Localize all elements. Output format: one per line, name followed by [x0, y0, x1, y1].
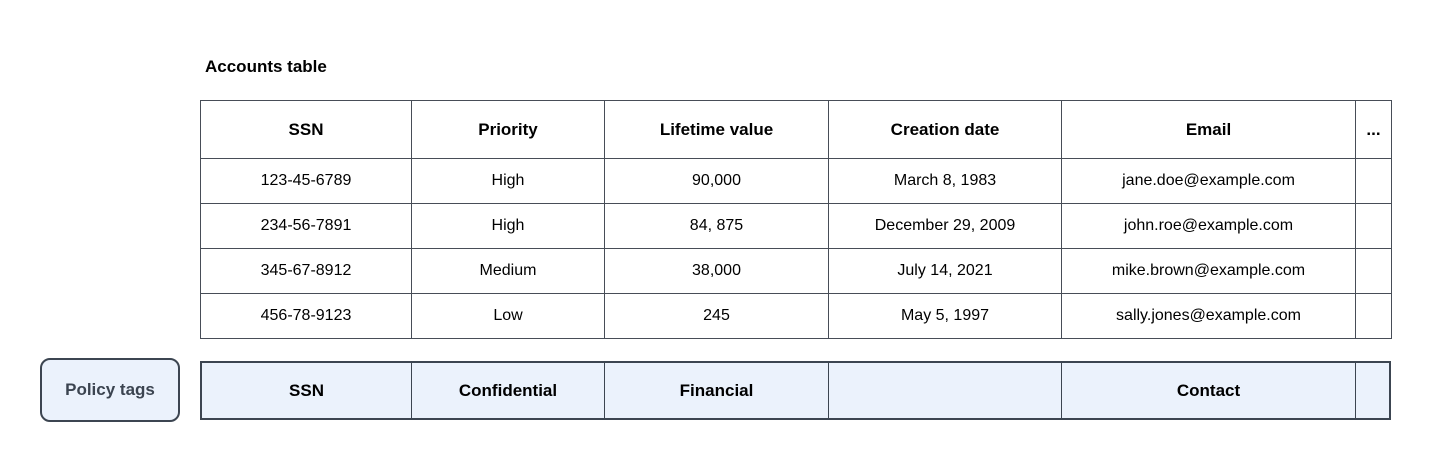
accounts-table: SSN Priority Lifetime value Creation date Em…: [200, 100, 1392, 339]
table-cell: jane.doe@example.com: [1061, 158, 1356, 204]
table-cell: 38,000: [604, 248, 829, 294]
table-body: 123-45-6789 High 90,000 March 8, 1983 jane.d…: [200, 158, 1392, 339]
policy-tags-button[interactable]: Policy tags: [40, 358, 180, 422]
policy-tags-button-label: Policy tags: [65, 380, 155, 399]
table-title: Accounts table: [205, 57, 327, 76]
table-cell: john.roe@example.com: [1061, 203, 1356, 249]
table-cell: High: [411, 203, 605, 249]
table-row: 345-67-8912 Medium 38,000 July 14, 2021 mike…: [200, 248, 1392, 294]
table-cell: [1355, 248, 1392, 294]
table-cell: 245: [604, 293, 829, 339]
table-cell: 345-67-8912: [200, 248, 412, 294]
table-cell: mike.brown@example.com: [1061, 248, 1356, 294]
table-cell: High: [411, 158, 605, 204]
table-cell: March 8, 1983: [828, 158, 1062, 204]
column-header: ...: [1355, 100, 1392, 159]
table-row: 456-78-9123 Low 245 May 5, 1997 sally.jones@…: [200, 293, 1392, 339]
header-row: SSN Priority Lifetime value Creation date Em…: [200, 100, 1392, 159]
table-cell: July 14, 2021: [828, 248, 1062, 294]
column-header: Creation date: [828, 100, 1062, 159]
table-cell: sally.jones@example.com: [1061, 293, 1356, 339]
policy-tag-cell: Financial: [605, 363, 829, 418]
policy-tag-cell: Contact: [1062, 363, 1356, 418]
table-cell: [1355, 203, 1392, 249]
column-header: Priority: [411, 100, 605, 159]
policy-tag-cell: Confidential: [412, 363, 605, 418]
policy-tag-cell: [829, 363, 1062, 418]
table-cell: 90,000: [604, 158, 829, 204]
table-cell: December 29, 2009: [828, 203, 1062, 249]
table-row: 123-45-6789 High 90,000 March 8, 1983 jane.d…: [200, 158, 1392, 204]
table-cell: Medium: [411, 248, 605, 294]
column-header: Lifetime value: [604, 100, 829, 159]
table-cell: 456-78-9123: [200, 293, 412, 339]
table-cell: [1355, 293, 1392, 339]
column-header: Email: [1061, 100, 1356, 159]
table-row: 234-56-7891 High 84, 875 December 29, 2009 j…: [200, 203, 1392, 249]
table-cell: May 5, 1997: [828, 293, 1062, 339]
table-cell: [1355, 158, 1392, 204]
policy-tag-cell: [1356, 363, 1389, 418]
table-cell: 123-45-6789: [200, 158, 412, 204]
table-cell: 234-56-7891: [200, 203, 412, 249]
table-cell: Low: [411, 293, 605, 339]
column-header: SSN: [200, 100, 412, 159]
policy-tags-row: SSN Confidential Financial Contact: [200, 361, 1391, 420]
table-cell: 84, 875: [604, 203, 829, 249]
policy-tag-cell: SSN: [202, 363, 412, 418]
